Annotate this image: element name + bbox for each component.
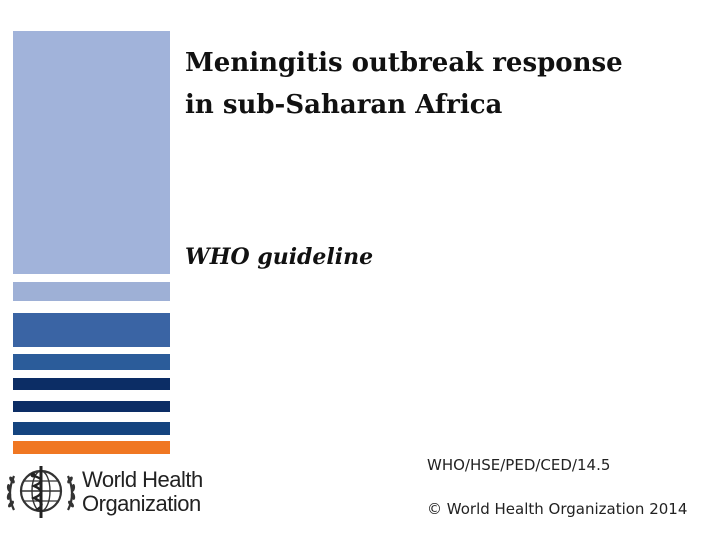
document-subtitle: WHO guideline — [185, 244, 374, 270]
navy-stripe-2 — [13, 401, 170, 412]
copyright-notice: © World Health Organization 2014 — [427, 500, 688, 518]
logo-line-2: Organization — [82, 491, 201, 516]
mid-blue-stripe — [13, 313, 170, 347]
light-blue-panel — [13, 31, 170, 274]
orange-stripe — [13, 441, 170, 454]
title-line-2: in sub-Saharan Africa — [185, 90, 503, 120]
title-line-1: Meningitis outbreak response — [185, 48, 623, 78]
who-logo: World Health Organization — [4, 460, 214, 522]
document-title: Meningitis outbreak response in sub-Saha… — [185, 42, 705, 126]
who-emblem-icon — [6, 466, 76, 518]
navy-stripe-1 — [13, 378, 170, 390]
document-number: WHO/HSE/PED/CED/14.5 — [427, 456, 611, 474]
blue-stripe — [13, 354, 170, 370]
logo-line-1: World Health — [82, 467, 203, 492]
navy-stripe-3 — [13, 422, 170, 435]
light-blue-stripe — [13, 282, 170, 301]
who-logo-text: World Health Organization — [82, 468, 203, 516]
